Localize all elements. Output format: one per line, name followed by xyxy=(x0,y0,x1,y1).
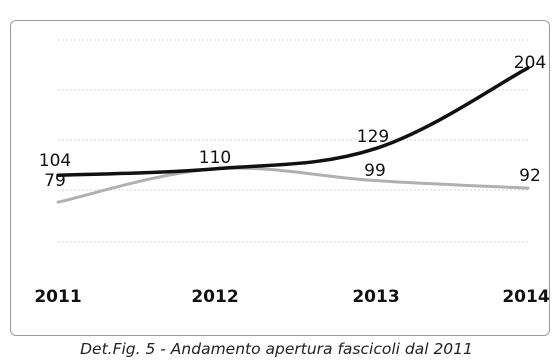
data-label-s0-2011: 104 xyxy=(39,151,71,171)
data-label-s1-2013: 99 xyxy=(364,161,386,181)
chart-frame xyxy=(10,20,550,336)
gridlines xyxy=(58,39,528,243)
data-label-s1-2014: 92 xyxy=(519,166,541,186)
x-tick-2012: 2012 xyxy=(191,287,238,307)
series-line-0 xyxy=(56,66,530,178)
data-label-s0-2012: 110 xyxy=(199,148,231,168)
figure-caption: Det.Fig. 5 - Andamento apertura fascicol… xyxy=(80,340,473,358)
x-tick-2013: 2013 xyxy=(352,287,399,307)
series-line-1 xyxy=(56,166,530,204)
x-axis-tick-labels: 2011 2012 2013 2014 xyxy=(34,287,549,307)
data-labels: 104 110 129 204 79 99 92 xyxy=(39,53,546,191)
series-lines xyxy=(56,66,530,204)
data-label-s0-2013: 129 xyxy=(357,127,389,147)
x-tick-2011: 2011 xyxy=(34,287,81,307)
data-label-s0-2014: 204 xyxy=(514,53,546,73)
data-label-s1-2011: 79 xyxy=(44,171,66,191)
x-tick-2014: 2014 xyxy=(502,287,549,307)
